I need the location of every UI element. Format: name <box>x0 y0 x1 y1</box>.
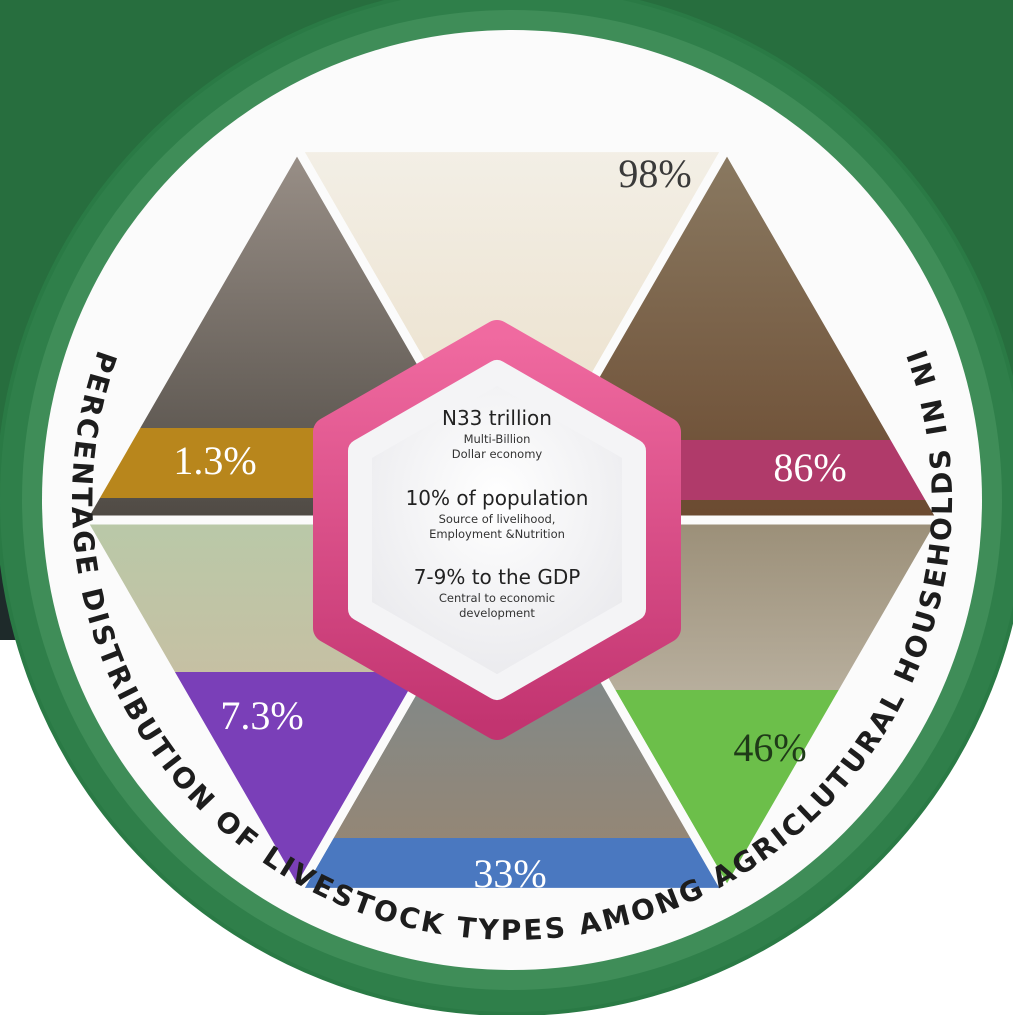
center-hexagon <box>313 320 681 740</box>
center-heading: N33 trillion <box>442 406 552 430</box>
segment-label: 33% <box>473 851 546 896</box>
center-line: Dollar economy <box>452 447 543 461</box>
center-line: Employment &Nutrition <box>429 527 565 541</box>
wedge-separator <box>74 138 520 525</box>
center-line: Central to economic <box>439 591 555 605</box>
center-heading: 10% of population <box>406 486 589 510</box>
segment-label: 46% <box>733 725 806 770</box>
segment-label: 7.3% <box>220 693 303 738</box>
center-heading: 7-9% to the GDP <box>414 565 581 589</box>
hexagon-inner <box>348 360 646 700</box>
segment-label: 86% <box>773 445 846 490</box>
center-line: Multi-Billion <box>464 432 531 446</box>
segment-label: 98% <box>618 151 691 196</box>
center-line: development <box>459 606 535 620</box>
segment-label: 1.3% <box>173 438 256 483</box>
label-band <box>297 838 727 893</box>
center-line: Source of livelihood, <box>439 512 556 526</box>
